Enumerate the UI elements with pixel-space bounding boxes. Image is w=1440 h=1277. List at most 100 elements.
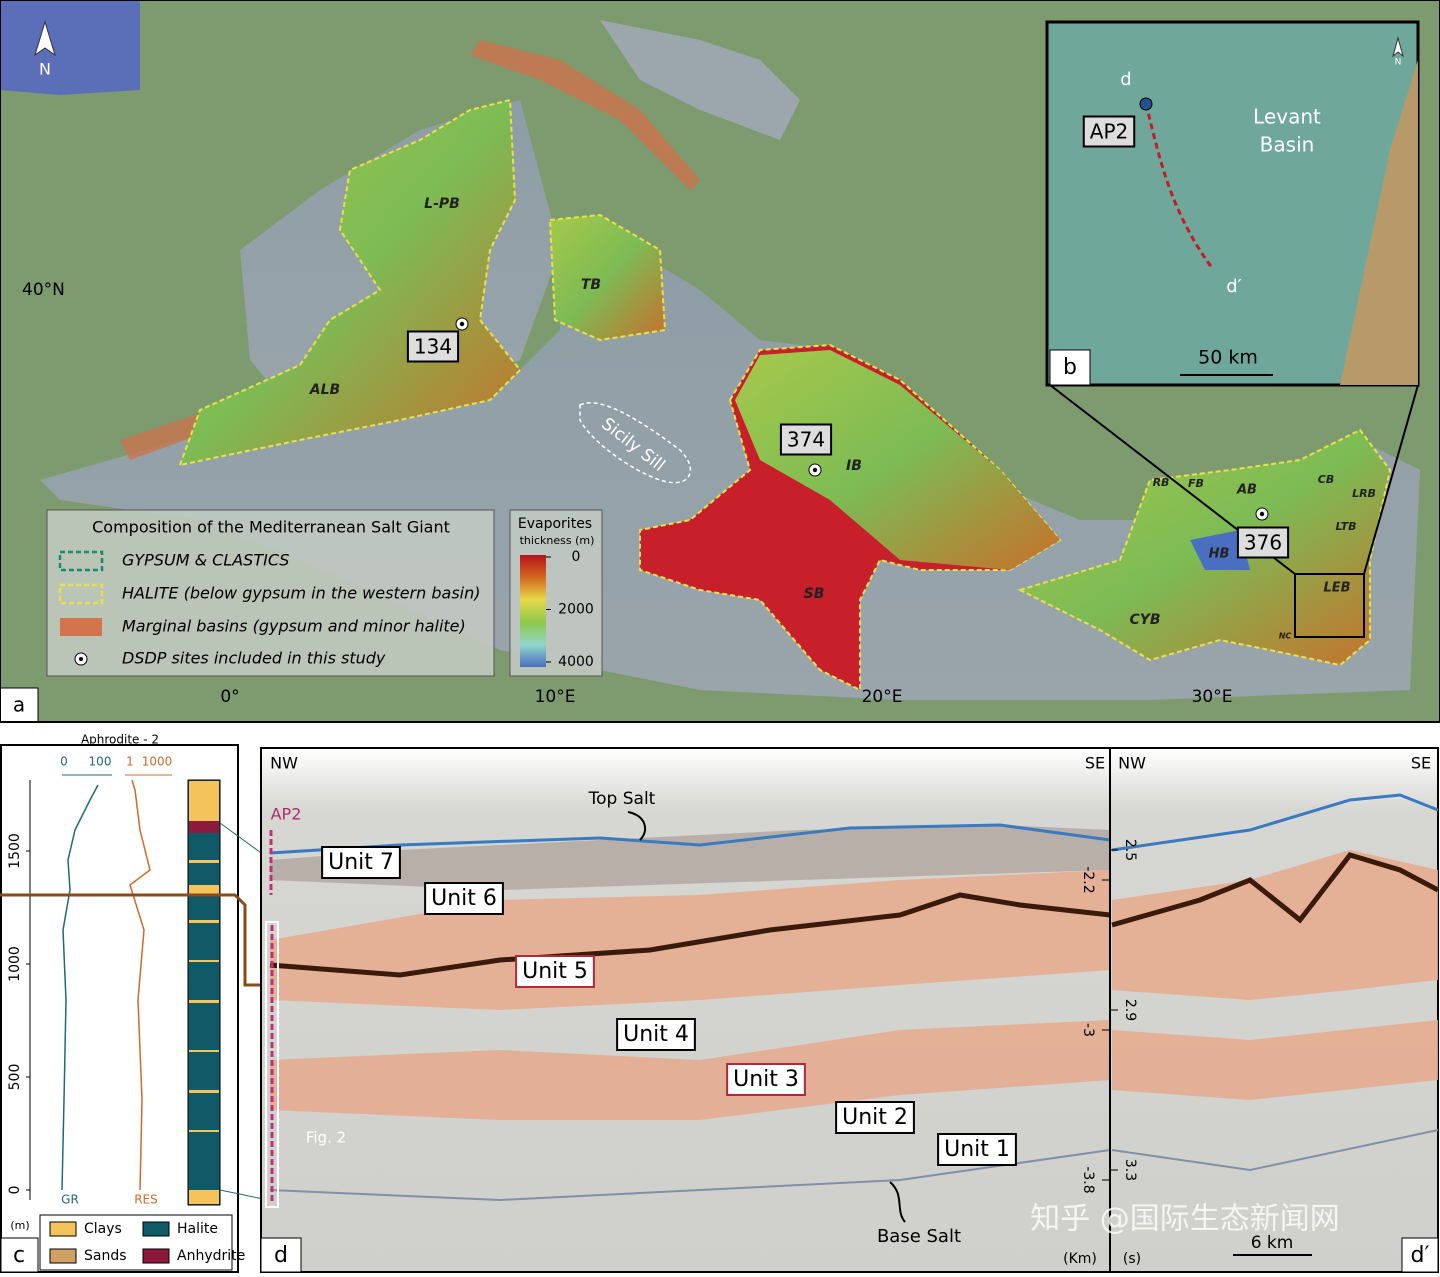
km-unit: (Km) bbox=[1063, 1251, 1097, 1267]
unit-label: Unit 5 bbox=[522, 959, 588, 984]
gr-tick-label: 100 bbox=[89, 755, 112, 769]
atlantic bbox=[0, 0, 140, 95]
north-arrow bbox=[1392, 36, 1404, 58]
basin-label: HB bbox=[1209, 547, 1230, 562]
unit-label-box bbox=[321, 846, 401, 879]
lon-label: 0° bbox=[220, 687, 239, 707]
basin-label: LEB bbox=[1323, 581, 1350, 596]
end-label: NW bbox=[1118, 754, 1146, 773]
legend-item: GYPSUM & CLASTICS bbox=[122, 551, 289, 570]
inset-connector bbox=[1363, 384, 1419, 575]
basin-label: CB bbox=[1318, 473, 1334, 486]
adriatic bbox=[600, 20, 800, 140]
correlation-line bbox=[0, 893, 262, 987]
lithology-column bbox=[187, 779, 221, 1206]
unit-label: Unit 3 bbox=[733, 1067, 799, 1092]
unit5-top bbox=[1111, 852, 1440, 928]
base-salt-horizon bbox=[269, 1129, 1439, 1202]
gr-tick-label: 0 bbox=[60, 755, 68, 769]
north-arrow bbox=[34, 20, 56, 57]
unit-label: Unit 6 bbox=[431, 886, 497, 911]
lithology-anhydrite bbox=[189, 821, 219, 833]
site-label-box bbox=[1236, 526, 1290, 559]
lithology-label: Anhydrite bbox=[177, 1248, 245, 1264]
evaporite-basin bbox=[178, 98, 522, 467]
depth-tick-label: 0 bbox=[7, 1186, 23, 1195]
profile-end: d′ bbox=[1226, 276, 1242, 297]
gr-log bbox=[61, 784, 99, 1191]
lithology-stripes bbox=[189, 860, 219, 1204]
lon-label: 10°E bbox=[535, 687, 576, 707]
well-label: AP2 bbox=[1090, 120, 1128, 144]
res-tick-label: 1000 bbox=[142, 755, 173, 769]
panel-letter: c bbox=[13, 1243, 25, 1268]
s-unit: (s) bbox=[1123, 1251, 1141, 1267]
panel-letter-box bbox=[260, 1237, 302, 1273]
legend-swatch bbox=[142, 1248, 170, 1264]
unit-label: Unit 1 bbox=[944, 1137, 1010, 1162]
res-tick-label: 1 bbox=[126, 755, 134, 769]
site-label: 376 bbox=[1244, 531, 1282, 555]
colorbar-title: Evaporites bbox=[518, 516, 592, 532]
site-label-box bbox=[406, 330, 460, 363]
legend-swatch bbox=[49, 1248, 77, 1264]
legend-box bbox=[46, 509, 495, 677]
legend-item: DSDP sites included in this study bbox=[122, 649, 386, 668]
evaporite-basin bbox=[639, 343, 1062, 692]
unit7-band bbox=[270, 825, 1110, 890]
scale-label: 50 km bbox=[1198, 347, 1258, 369]
legend-item: HALITE (below gypsum in the western basi… bbox=[122, 584, 480, 603]
basin-label: L-PB bbox=[424, 196, 460, 212]
top-salt-horizon bbox=[269, 823, 1111, 855]
s-tick-label: 2.9 bbox=[1122, 999, 1138, 1021]
km-tick-label: -3 bbox=[1080, 1023, 1096, 1037]
unit-label-box bbox=[616, 1018, 696, 1051]
basin-label: SB bbox=[804, 586, 825, 602]
site-label-box bbox=[779, 423, 833, 456]
colorbar-subtitle: thickness (m) bbox=[520, 534, 595, 547]
colorbar bbox=[520, 555, 546, 667]
unit5-band bbox=[1112, 850, 1438, 1000]
s-tick-label: 3.3 bbox=[1122, 1159, 1138, 1181]
pointer bbox=[889, 1181, 906, 1223]
unit-label-box bbox=[937, 1133, 1017, 1166]
fig-ref: Fig. 2 bbox=[306, 1129, 346, 1147]
region-label: Levant bbox=[1253, 105, 1321, 129]
basin-label: FB bbox=[1188, 477, 1204, 490]
km-tick-label: -3.8 bbox=[1080, 1166, 1096, 1193]
lat-label: 40°N bbox=[22, 280, 65, 300]
lithology-label: Sands bbox=[84, 1248, 127, 1264]
unit-label: Unit 7 bbox=[328, 850, 394, 875]
well-label: AP2 bbox=[271, 805, 302, 824]
basin-label: RB bbox=[1153, 476, 1170, 489]
unit-label-box bbox=[515, 955, 595, 988]
legend-item: Marginal basins (gypsum and minor halite… bbox=[122, 617, 466, 636]
marginal-basin bbox=[470, 40, 700, 190]
unit-label: Unit 2 bbox=[842, 1105, 908, 1130]
well-frame bbox=[265, 921, 279, 1208]
pointer bbox=[627, 811, 647, 841]
depth-tick-label: 1000 bbox=[7, 946, 23, 982]
well-label-box bbox=[1082, 115, 1136, 148]
basin-label: LRB bbox=[1352, 487, 1376, 500]
site-label: 374 bbox=[787, 428, 825, 452]
panel-letter-box bbox=[1049, 349, 1091, 386]
lithology-clays bbox=[189, 781, 219, 821]
site-marker bbox=[1259, 511, 1265, 517]
unit-label: Unit 4 bbox=[623, 1022, 689, 1047]
site-label: 134 bbox=[414, 335, 452, 359]
unit-label-box bbox=[424, 882, 504, 915]
res-log bbox=[129, 779, 151, 1191]
basin-label: IB bbox=[846, 458, 862, 474]
panel-letter: d′ bbox=[1411, 1243, 1430, 1268]
site-marker bbox=[812, 467, 818, 473]
base-salt-label: Base Salt bbox=[877, 1226, 961, 1247]
depth-tick-label: 500 bbox=[7, 1064, 23, 1091]
basin-label: LTB bbox=[1335, 520, 1356, 533]
legend-title: Composition of the Mediterranean Salt Gi… bbox=[92, 518, 450, 537]
evaporite-basin bbox=[735, 350, 1060, 570]
panel-letter: d bbox=[274, 1243, 288, 1268]
site-marker bbox=[459, 321, 465, 327]
colorbar-tick-label: 2000 bbox=[558, 602, 594, 618]
